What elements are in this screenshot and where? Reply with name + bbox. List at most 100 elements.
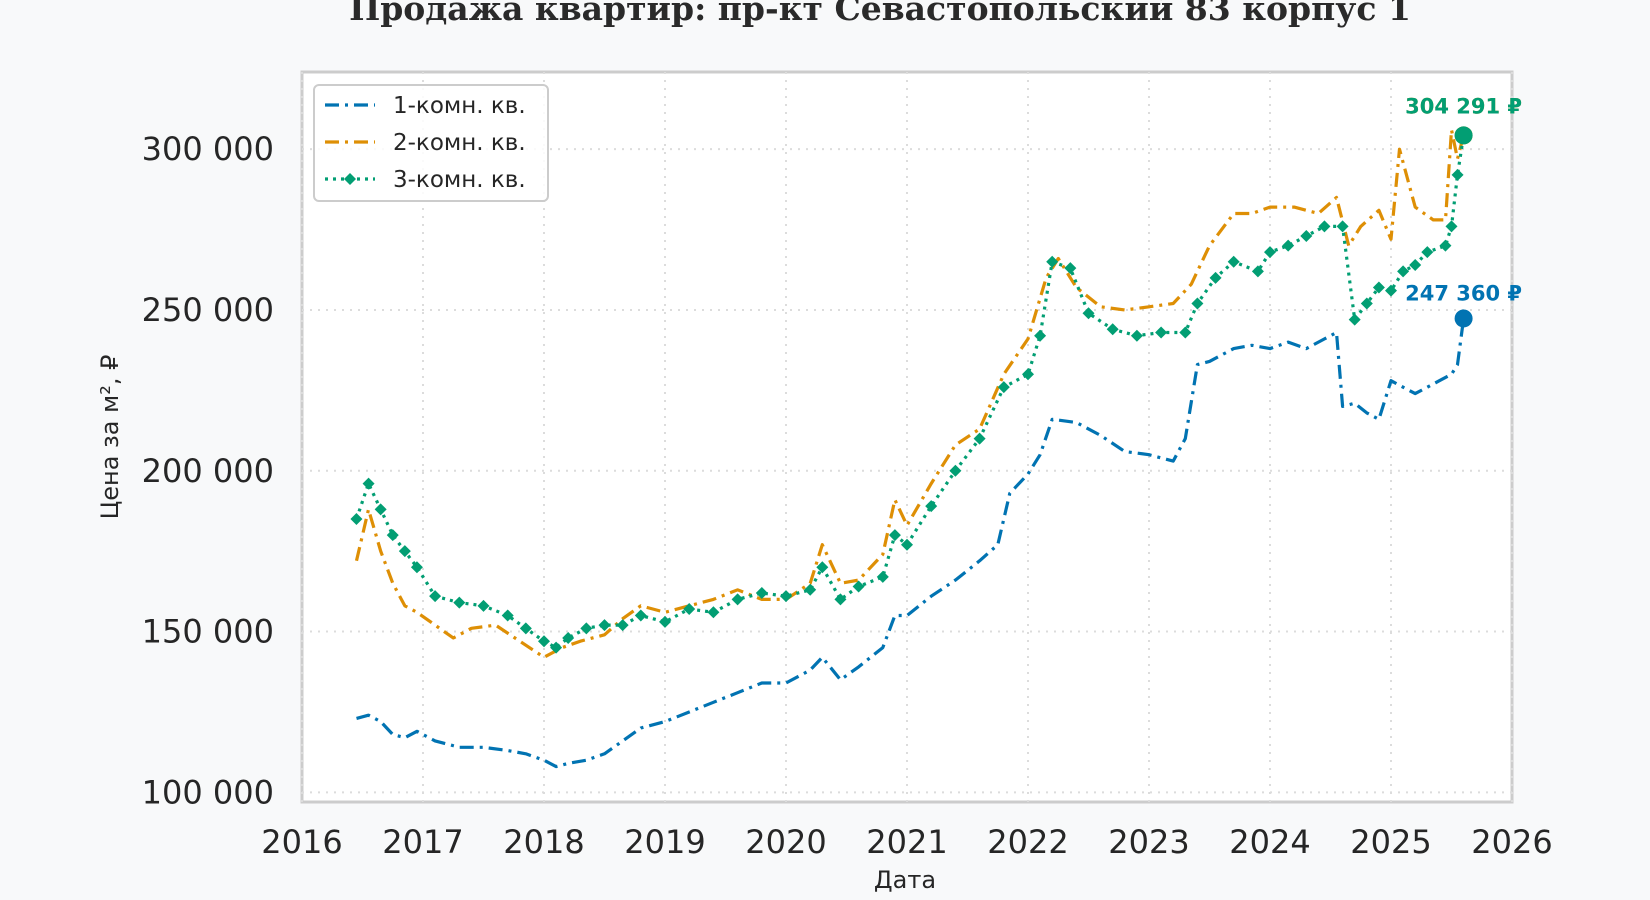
x-tick-label: 2025 xyxy=(1350,823,1431,861)
series-point xyxy=(876,570,889,583)
series-point xyxy=(598,619,611,632)
end-value-label-1: 247 360 ₽ xyxy=(1405,281,1522,305)
series-point xyxy=(1445,220,1458,233)
series-point xyxy=(1348,313,1361,326)
series-point xyxy=(1439,239,1452,252)
series-line-3 xyxy=(354,135,1466,650)
series-point xyxy=(501,609,514,622)
series-point xyxy=(1082,307,1095,320)
series-point xyxy=(834,593,847,606)
series-group xyxy=(350,128,1470,769)
legend-marker xyxy=(344,173,356,185)
series-point xyxy=(901,538,913,551)
series-point xyxy=(398,545,411,558)
legend-label-1: 1-комн. кв. xyxy=(393,93,526,119)
series-point xyxy=(562,631,575,644)
series-point xyxy=(888,529,901,542)
x-tick-label: 2026 xyxy=(1471,823,1552,861)
series-point xyxy=(852,580,865,593)
series-point xyxy=(1385,284,1397,297)
y-tick-label: 100 000 xyxy=(142,773,274,811)
series-point xyxy=(1155,326,1168,339)
tick-labels: 2016 2017 2018 2019 2020 2021 2022 2023 2024 2025… xyxy=(142,130,1553,861)
series-point xyxy=(550,641,563,654)
series-point xyxy=(1209,271,1222,284)
series-point xyxy=(816,561,829,574)
series-point xyxy=(1451,168,1464,181)
series-point xyxy=(453,596,466,609)
series-point xyxy=(1282,239,1295,252)
series-point xyxy=(1409,258,1422,271)
series-point xyxy=(1360,297,1373,310)
series-point xyxy=(973,432,986,445)
series-point xyxy=(707,606,720,619)
series-point xyxy=(1191,297,1204,310)
series-point xyxy=(1022,368,1034,381)
series-point xyxy=(925,500,938,513)
series-point xyxy=(1106,323,1119,336)
x-tick-label: 2018 xyxy=(503,823,584,861)
series-point xyxy=(519,622,532,635)
series-point xyxy=(616,619,629,632)
series-point xyxy=(634,609,647,622)
x-tick-label: 2017 xyxy=(382,823,463,861)
y-axis-label: Цена за м², ₽ xyxy=(96,355,124,520)
series-point xyxy=(580,622,593,635)
series-point xyxy=(350,513,363,526)
series-point xyxy=(1064,262,1077,275)
series-point xyxy=(683,603,696,616)
series-point xyxy=(1318,220,1331,233)
series-point xyxy=(374,503,387,516)
legend-entries: 1-комн. кв. 2-комн. кв. 3-комн. кв. xyxy=(325,93,526,193)
series-point xyxy=(1397,265,1410,278)
end-value-label-3: 304 291 ₽ xyxy=(1405,94,1522,118)
series-point xyxy=(659,615,671,628)
series-point xyxy=(1179,326,1192,339)
series-point xyxy=(1130,329,1143,342)
y-tick-label: 150 000 xyxy=(142,613,274,651)
x-tick-label: 2019 xyxy=(624,823,705,861)
end-point-3 xyxy=(1454,126,1473,145)
series-point xyxy=(477,599,490,612)
legend: 1-комн. кв. 2-комн. кв. 3-комн. кв. xyxy=(313,84,549,202)
x-axis-label: Дата xyxy=(874,866,936,894)
series-point xyxy=(538,635,550,648)
series-point xyxy=(1372,281,1385,294)
end-point-1 xyxy=(1454,309,1473,328)
series-point xyxy=(1251,265,1264,278)
series-point xyxy=(1034,329,1047,342)
x-tick-label: 2022 xyxy=(987,823,1068,861)
series-point xyxy=(1421,246,1434,259)
x-tick-label: 2020 xyxy=(745,823,826,861)
series-point xyxy=(731,593,744,606)
series-point xyxy=(362,477,375,490)
series-point xyxy=(1300,230,1313,243)
series-point xyxy=(1264,246,1276,259)
series-point xyxy=(429,590,442,603)
end-markers: 247 360 ₽304 291 ₽304 291 ₽ xyxy=(1405,94,1522,328)
x-tick-label: 2023 xyxy=(1108,823,1189,861)
series-point xyxy=(780,590,792,603)
series-point xyxy=(755,586,768,599)
series-point xyxy=(1336,220,1349,233)
x-tick-label: 2016 xyxy=(261,823,342,861)
y-tick-label: 200 000 xyxy=(142,452,274,490)
series-line-2 xyxy=(354,128,1466,659)
chart-title: Продажа квартир: пр-кт Севастопольский 8… xyxy=(349,0,1411,28)
y-tick-label: 250 000 xyxy=(142,291,274,329)
series-point xyxy=(949,464,962,477)
series-point xyxy=(804,583,817,596)
end-value-label-2: 304 291 ₽ xyxy=(1405,94,1522,118)
legend-label-3: 3-комн. кв. xyxy=(393,167,526,193)
series-point xyxy=(997,381,1010,394)
series-point xyxy=(1227,255,1240,268)
x-tick-label: 2021 xyxy=(866,823,947,861)
legend-label-2: 2-комн. кв. xyxy=(393,130,526,156)
series-point xyxy=(386,529,399,542)
series-point xyxy=(1046,255,1059,268)
series-point xyxy=(410,561,423,574)
x-tick-label: 2024 xyxy=(1229,823,1310,861)
y-tick-label: 300 000 xyxy=(142,130,274,168)
